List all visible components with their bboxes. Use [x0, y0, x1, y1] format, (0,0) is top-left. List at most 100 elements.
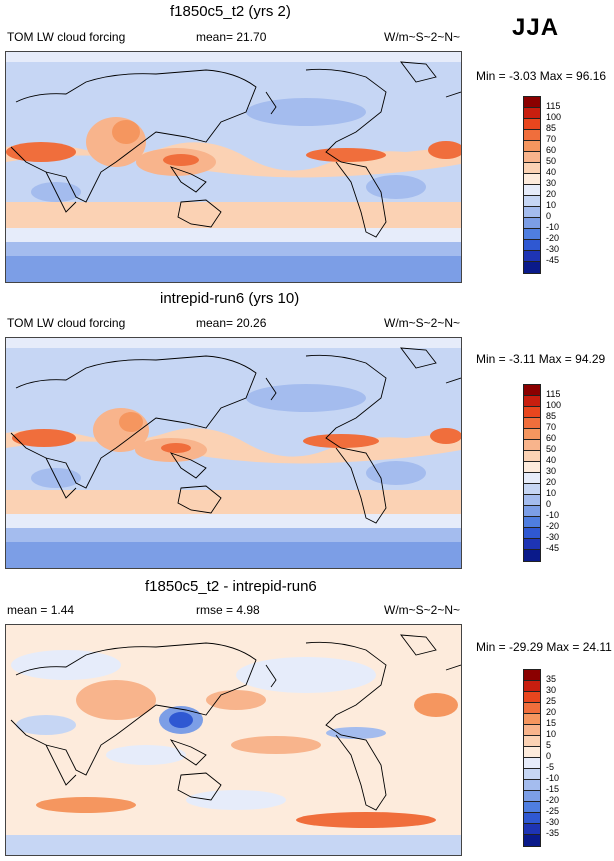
colorbar-label: 30: [546, 466, 557, 476]
colorbar-label: -45: [546, 255, 560, 265]
colorbar-label: 70: [546, 422, 557, 432]
panel-3-map-plot: [6, 625, 461, 855]
colorbar-label: -10: [546, 222, 560, 232]
panel-1-mean-label: mean= 21.70: [196, 30, 267, 44]
colorbar-swatch: [524, 791, 540, 802]
season-label: JJA: [512, 14, 560, 41]
colorbar-swatch: [524, 692, 540, 703]
panel-2-colorbar: [523, 384, 541, 562]
panel-1-map: [5, 51, 462, 283]
panel-1-units-label: W/m~S~2~N~: [384, 30, 461, 44]
colorbar-label: 10: [546, 729, 557, 739]
panel-1-variable-label: TOM LW cloud forcing: [7, 30, 126, 44]
colorbar-label: 0: [546, 211, 552, 221]
colorbar-label: -30: [546, 244, 560, 254]
colorbar-swatch: [524, 385, 540, 396]
colorbar-swatch: [524, 429, 540, 440]
colorbar-label: 20: [546, 707, 557, 717]
colorbar-swatch: [524, 539, 540, 550]
colorbar-label: 15: [546, 718, 557, 728]
colorbar-swatch: [524, 780, 540, 791]
colorbar-label: 60: [546, 433, 557, 443]
colorbar-swatch: [524, 736, 540, 747]
colorbar-label: -15: [546, 784, 560, 794]
panel-3-mean-label: mean = 1.44: [7, 603, 75, 617]
colorbar-label: 85: [546, 411, 557, 421]
colorbar-swatch: [524, 824, 540, 835]
colorbar-swatch: [524, 506, 540, 517]
colorbar-label: 100: [546, 112, 562, 122]
colorbar-label: -25: [546, 806, 560, 816]
colorbar-label: -10: [546, 773, 560, 783]
panel-2-title: intrepid-run6 (yrs 10): [160, 290, 300, 307]
colorbar-label: 40: [546, 167, 557, 177]
colorbar-swatch: [524, 174, 540, 185]
colorbar-swatch: [524, 440, 540, 451]
panel-2-map-plot: [6, 338, 461, 568]
colorbar-label: 0: [546, 499, 552, 509]
panel-1-title: f1850c5_t2 (yrs 2): [170, 3, 291, 20]
panel-2-map: [5, 337, 462, 569]
colorbar-swatch: [524, 141, 540, 152]
colorbar-label: 85: [546, 123, 557, 133]
colorbar-swatch: [524, 495, 540, 506]
colorbar-swatch: [524, 229, 540, 240]
colorbar-label: 20: [546, 477, 557, 487]
colorbar-swatch: [524, 517, 540, 528]
colorbar-swatch: [524, 108, 540, 119]
colorbar-label: 50: [546, 156, 557, 166]
colorbar-label: 30: [546, 178, 557, 188]
colorbar-label: 10: [546, 200, 557, 210]
colorbar-swatch: [524, 670, 540, 681]
colorbar-swatch: [524, 462, 540, 473]
panel-2-units-label: W/m~S~2~N~: [384, 316, 461, 330]
colorbar-swatch: [524, 262, 540, 273]
colorbar-swatch: [524, 473, 540, 484]
colorbar-label: -20: [546, 521, 560, 531]
colorbar-label: 115: [546, 101, 561, 111]
panel-3-minmax: Min = -29.29 Max = 24.11: [476, 640, 612, 654]
colorbar-swatch: [524, 758, 540, 769]
colorbar-swatch: [524, 703, 540, 714]
colorbar-label: -5: [546, 762, 555, 772]
panel-3-map: [5, 624, 462, 856]
colorbar-label: 100: [546, 400, 562, 410]
colorbar-swatch: [524, 97, 540, 108]
panel-3-title: f1850c5_t2 - intrepid-run6: [145, 578, 317, 595]
colorbar-label: 115: [546, 389, 561, 399]
panel-3-units-label: W/m~S~2~N~: [384, 603, 461, 617]
panel-3-colorbar: [523, 669, 541, 847]
colorbar-label: -20: [546, 233, 560, 243]
colorbar-swatch: [524, 218, 540, 229]
panel-1-colorbar: [523, 96, 541, 274]
colorbar-label: 0: [546, 751, 552, 761]
colorbar-label: 5: [546, 740, 552, 750]
colorbar-swatch: [524, 550, 540, 561]
colorbar-swatch: [524, 396, 540, 407]
colorbar-label: -30: [546, 817, 560, 827]
colorbar-swatch: [524, 130, 540, 141]
panel-2-variable-label: TOM LW cloud forcing: [7, 316, 126, 330]
colorbar-swatch: [524, 185, 540, 196]
colorbar-swatch: [524, 714, 540, 725]
panel-1-map-plot: [6, 52, 461, 282]
colorbar-label: 50: [546, 444, 557, 454]
colorbar-swatch: [524, 407, 540, 418]
colorbar-swatch: [524, 119, 540, 130]
colorbar-swatch: [524, 152, 540, 163]
panel-2-minmax: Min = -3.11 Max = 94.29: [476, 352, 606, 366]
colorbar-label: -30: [546, 532, 560, 542]
colorbar-swatch: [524, 747, 540, 758]
colorbar-label: 10: [546, 488, 557, 498]
colorbar-swatch: [524, 163, 540, 174]
colorbar-swatch: [524, 528, 540, 539]
colorbar-label: 40: [546, 455, 557, 465]
colorbar-swatch: [524, 240, 540, 251]
colorbar-label: -20: [546, 795, 560, 805]
colorbar-swatch: [524, 725, 540, 736]
colorbar-label: 60: [546, 145, 557, 155]
colorbar-swatch: [524, 835, 540, 846]
colorbar-swatch: [524, 802, 540, 813]
colorbar-label: 20: [546, 189, 557, 199]
panel-2-mean-label: mean= 20.26: [196, 316, 267, 330]
